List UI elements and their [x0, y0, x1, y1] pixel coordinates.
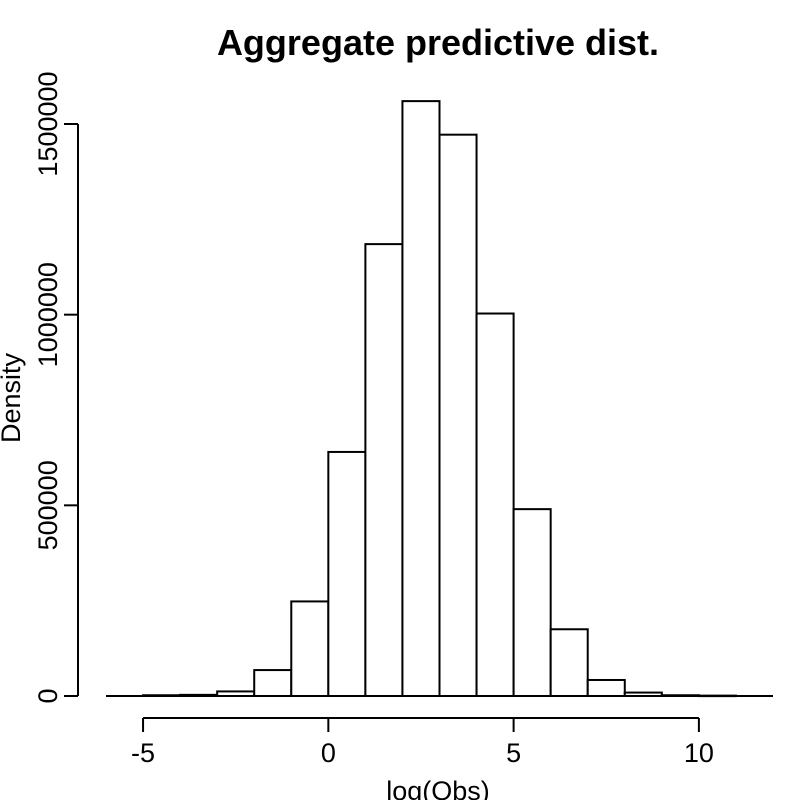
chart-title: Aggregate predictive dist.: [217, 22, 659, 63]
x-tick-label: 10: [684, 738, 714, 768]
histogram-bar: [401, 100, 441, 698]
axes-group: -5 0 5 10 0 500000 1000000 1500000: [33, 71, 773, 768]
histogram-bar: [512, 508, 552, 697]
y-tick-label: 0: [33, 688, 63, 703]
x-axis-label: log(Obs): [386, 776, 490, 800]
y-tick-label: 500000: [33, 460, 63, 550]
bars-group: [142, 100, 737, 698]
histogram-bar: [253, 669, 293, 698]
histogram-bar: [438, 133, 478, 698]
x-tick-label: -5: [131, 738, 155, 768]
histogram-bar: [586, 678, 626, 698]
y-tick-label: 1500000: [33, 71, 63, 176]
y-tick-label: 1000000: [33, 262, 63, 367]
histogram-bar: [475, 312, 515, 697]
x-tick-label: 0: [321, 738, 336, 768]
histogram-bar: [549, 628, 589, 697]
y-axis-label: Density: [0, 352, 26, 443]
x-tick-label: 5: [506, 738, 521, 768]
histogram-bar: [364, 243, 404, 697]
histogram-bar: [327, 450, 367, 697]
histogram-bar: [290, 600, 330, 697]
